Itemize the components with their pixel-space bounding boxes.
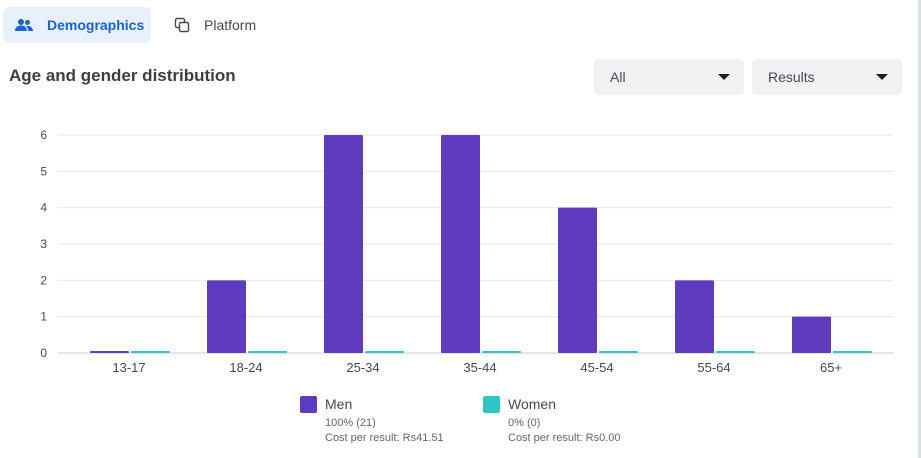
y-tick-label: 5 — [40, 164, 47, 178]
legend-name: Men — [325, 396, 353, 412]
x-axis-ticks: 13-17 18-24 25-34 35-44 45-54 55-64 65+ — [112, 360, 842, 375]
legend-item-men[interactable]: Men 100% (21) Cost per result: Rs41.51 — [300, 396, 444, 446]
bar-men-45-54[interactable] — [558, 207, 597, 353]
legend-swatch-men — [300, 396, 317, 413]
bar-women-45-54[interactable] — [599, 351, 638, 353]
legend-cost: Cost per result: Rs41.51 — [325, 432, 444, 444]
caret-down-icon — [718, 74, 730, 80]
y-axis-ticks: 0 1 2 3 4 5 6 — [40, 128, 47, 360]
x-tick-label: 18-24 — [229, 360, 262, 375]
x-tick-label: 35-44 — [463, 360, 496, 375]
y-tick-label: 2 — [40, 273, 47, 287]
x-tick-label: 65+ — [820, 360, 842, 375]
bar-women-18-24[interactable] — [248, 351, 287, 353]
audience-dropdown-value: All — [610, 69, 626, 85]
chart-bars — [90, 135, 872, 353]
bar-women-13-17[interactable] — [131, 351, 170, 353]
caret-down-icon — [876, 74, 888, 80]
legend-name: Women — [508, 396, 556, 412]
y-tick-label: 1 — [40, 310, 47, 324]
bar-men-25-34[interactable] — [324, 135, 363, 353]
legend-share: 100% (21) — [325, 417, 376, 429]
audience-dropdown[interactable]: All — [594, 59, 744, 95]
bar-women-35-44[interactable] — [482, 351, 521, 353]
bar-men-55-64[interactable] — [675, 280, 714, 353]
legend-cost: Cost per result: Rs0.00 — [508, 432, 621, 444]
platform-icon — [172, 15, 192, 35]
section-title: Age and gender distribution — [9, 66, 236, 85]
bar-women-65+[interactable] — [833, 351, 872, 353]
legend-swatch-women — [483, 396, 500, 413]
bar-women-25-34[interactable] — [365, 351, 404, 353]
bar-women-55-64[interactable] — [716, 351, 755, 353]
age-gender-bar-chart: 0 1 2 3 4 5 6 13-17 18-24 25-34 35-44 45-54 55-64 65… — [40, 128, 893, 375]
x-tick-label: 25-34 — [346, 360, 379, 375]
x-tick-label: 45-54 — [580, 360, 613, 375]
tab-platform[interactable]: Platform — [160, 7, 270, 43]
x-tick-label: 13-17 — [112, 360, 145, 375]
y-tick-label: 6 — [40, 128, 47, 142]
bar-men-13-17[interactable] — [90, 351, 129, 353]
y-tick-label: 0 — [40, 346, 47, 360]
y-tick-label: 4 — [40, 201, 47, 215]
tab-demographics-label: Demographics — [47, 17, 145, 33]
legend-share: 0% (0) — [508, 417, 541, 429]
metric-dropdown-value: Results — [768, 69, 815, 85]
y-tick-label: 3 — [40, 237, 47, 251]
bar-men-65+[interactable] — [792, 316, 831, 353]
people-icon — [14, 15, 34, 35]
legend-item-women[interactable]: Women 0% (0) Cost per result: Rs0.00 — [483, 396, 621, 446]
metric-dropdown[interactable]: Results — [752, 59, 902, 95]
bar-men-18-24[interactable] — [207, 280, 246, 353]
tab-demographics[interactable]: Demographics — [3, 7, 151, 43]
tab-platform-label: Platform — [204, 17, 257, 33]
panel-border — [918, 0, 921, 458]
x-tick-label: 55-64 — [697, 360, 730, 375]
bar-men-35-44[interactable] — [441, 135, 480, 353]
